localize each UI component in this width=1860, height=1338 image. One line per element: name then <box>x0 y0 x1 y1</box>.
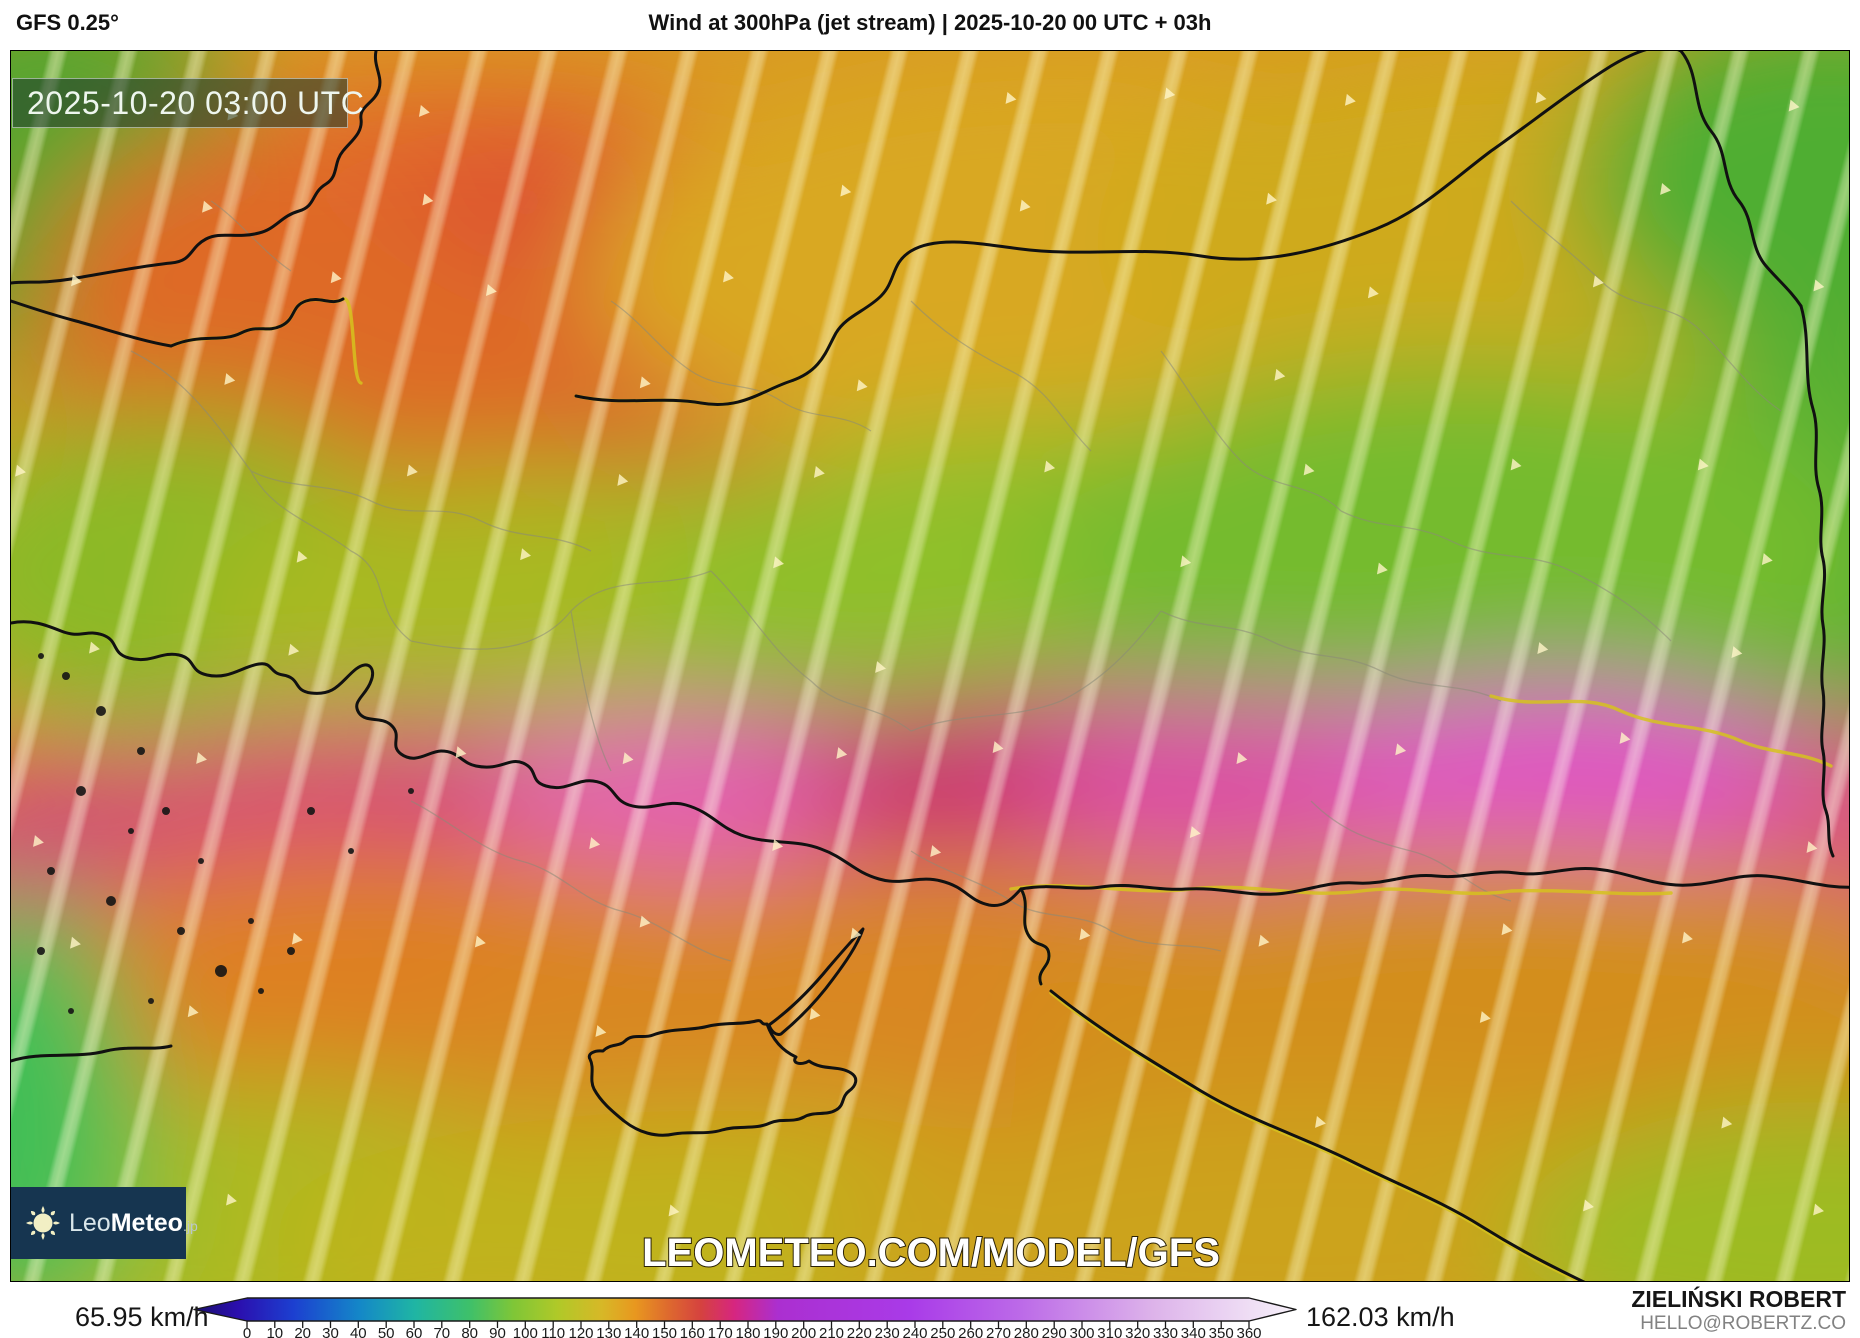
svg-text:160: 160 <box>680 1325 705 1338</box>
svg-text:120: 120 <box>568 1325 593 1338</box>
svg-text:300: 300 <box>1069 1325 1094 1338</box>
svg-text:220: 220 <box>847 1325 872 1338</box>
svg-text:10: 10 <box>266 1325 283 1338</box>
svg-text:340: 340 <box>1181 1325 1206 1338</box>
svg-text:60: 60 <box>406 1325 423 1338</box>
svg-text:110: 110 <box>541 1325 565 1338</box>
svg-text:250: 250 <box>930 1325 955 1338</box>
svg-text:100: 100 <box>513 1325 538 1338</box>
svg-text:140: 140 <box>624 1325 649 1338</box>
svg-text:320: 320 <box>1125 1325 1150 1338</box>
svg-text:30: 30 <box>322 1325 339 1338</box>
svg-text:270: 270 <box>986 1325 1011 1338</box>
svg-text:350: 350 <box>1209 1325 1234 1338</box>
svg-text:180: 180 <box>735 1325 760 1338</box>
svg-text:190: 190 <box>763 1325 788 1338</box>
svg-text:40: 40 <box>350 1325 367 1338</box>
svg-text:280: 280 <box>1014 1325 1039 1338</box>
svg-text:260: 260 <box>958 1325 983 1338</box>
svg-text:200: 200 <box>791 1325 816 1338</box>
svg-text:70: 70 <box>433 1325 450 1338</box>
svg-text:210: 210 <box>819 1325 844 1338</box>
svg-text:310: 310 <box>1097 1325 1122 1338</box>
svg-text:230: 230 <box>875 1325 900 1338</box>
svg-text:240: 240 <box>902 1325 927 1338</box>
svg-text:0: 0 <box>243 1325 251 1338</box>
svg-text:50: 50 <box>378 1325 395 1338</box>
svg-text:150: 150 <box>652 1325 677 1338</box>
svg-text:20: 20 <box>294 1325 311 1338</box>
svg-text:80: 80 <box>461 1325 478 1338</box>
svg-text:90: 90 <box>489 1325 506 1338</box>
svg-text:360: 360 <box>1236 1325 1261 1338</box>
svg-text:330: 330 <box>1153 1325 1178 1338</box>
svg-text:130: 130 <box>596 1325 621 1338</box>
svg-text:170: 170 <box>708 1325 733 1338</box>
svg-text:290: 290 <box>1042 1325 1067 1338</box>
